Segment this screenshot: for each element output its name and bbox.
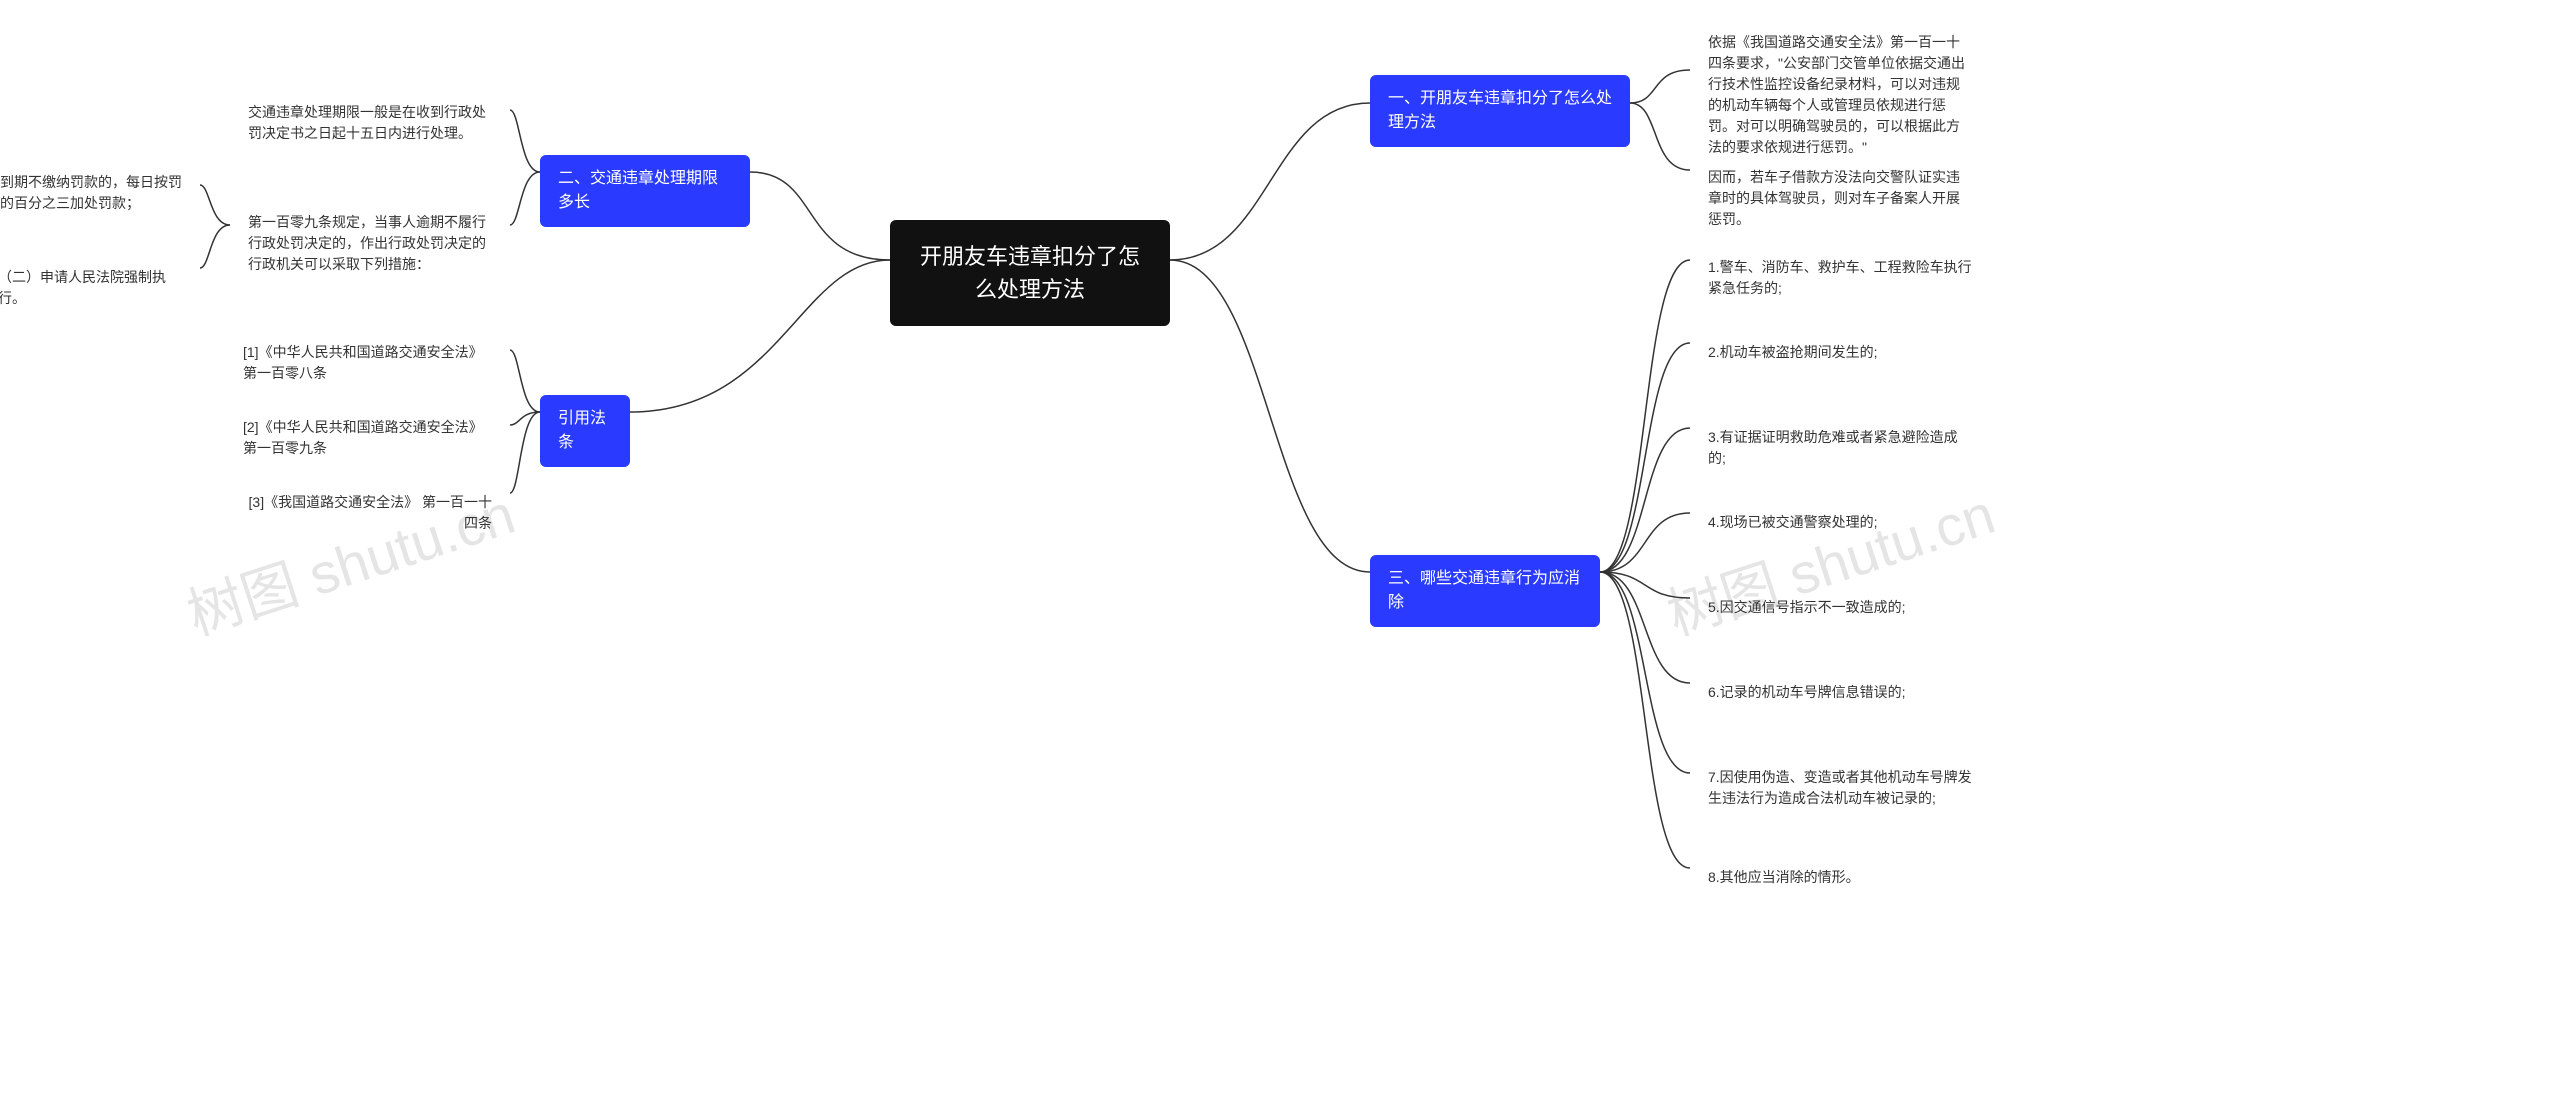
connectors-layer bbox=[0, 0, 2560, 1111]
leaf-node: [2]《中华人民共和国道路交通安全法》 第一百零九条 bbox=[225, 405, 510, 471]
root-node: 开朋友车违章扣分了怎么处理方法 bbox=[890, 220, 1170, 326]
leaf-node: 交通违章处理期限一般是在收到行政处罚决定书之日起十五日内进行处理。 bbox=[230, 90, 510, 156]
leaf-node: 6.记录的机动车号牌信息错误的; bbox=[1690, 670, 1990, 715]
section-node-2: 二、交通违章处理期限多长 bbox=[540, 155, 750, 227]
leaf-node: 7.因使用伪造、变造或者其他机动车号牌发生违法行为造成合法机动车被记录的; bbox=[1690, 755, 1990, 821]
subleaf-node: （一）到期不缴纳罚款的，每日按罚款数额的百分之三加处罚款； bbox=[0, 160, 200, 226]
subleaf-node: （二）申请人民法院强制执行。 bbox=[0, 255, 200, 321]
leaf-node: 2.机动车被盗抢期间发生的; bbox=[1690, 330, 1990, 375]
leaf-node: 依据《我国道路交通安全法》第一百一十四条要求，"公安部门交管单位依据交通出行技术… bbox=[1690, 20, 1990, 170]
leaf-node: [1]《中华人民共和国道路交通安全法》 第一百零八条 bbox=[225, 330, 510, 396]
leaf-node: 第一百零九条规定，当事人逾期不履行行政处罚决定的，作出行政处罚决定的行政机关可以… bbox=[230, 200, 510, 287]
leaf-node: 5.因交通信号指示不一致造成的; bbox=[1690, 585, 1990, 630]
section-node-3: 三、哪些交通违章行为应消除 bbox=[1370, 555, 1600, 627]
leaf-node: 1.警车、消防车、救护车、工程救险车执行紧急任务的; bbox=[1690, 245, 1990, 311]
leaf-node: 8.其他应当消除的情形。 bbox=[1690, 855, 1990, 900]
section-node-4: 引用法条 bbox=[540, 395, 630, 467]
leaf-node: 4.现场已被交通警察处理的; bbox=[1690, 500, 1990, 545]
leaf-node: [3]《我国道路交通安全法》 第一百一十四条 bbox=[225, 480, 510, 546]
leaf-node: 3.有证据证明救助危难或者紧急避险造成的; bbox=[1690, 415, 1990, 481]
leaf-node: 因而，若车子借款方没法向交警队证实违章时的具体驾驶员，则对车子备案人开展惩罚。 bbox=[1690, 155, 1990, 242]
section-node-1: 一、开朋友车违章扣分了怎么处理方法 bbox=[1370, 75, 1630, 147]
